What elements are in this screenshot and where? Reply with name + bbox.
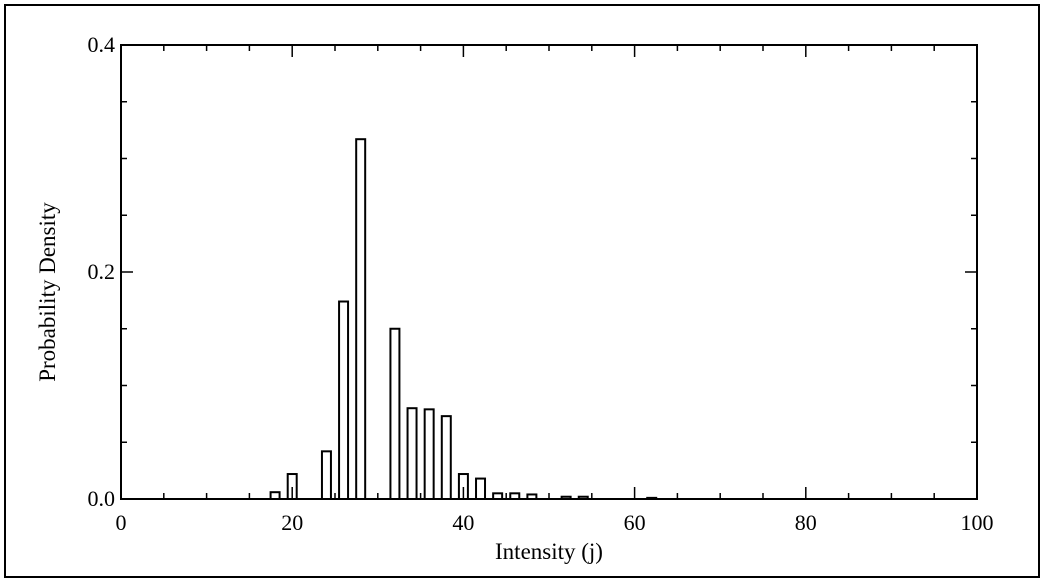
x-tick-label-60: 60 (624, 510, 646, 535)
x-tick-label-80: 80 (795, 510, 817, 535)
ticks-group (120, 44, 978, 500)
x-tick-label-40: 40 (452, 510, 474, 535)
y-tick-label-0: 0.0 (88, 486, 116, 511)
bars-group (269, 138, 658, 501)
plot-area (120, 44, 978, 500)
y-tick-label-0.4: 0.4 (88, 32, 116, 57)
x-axis-label: Intensity (j) (495, 539, 603, 564)
y-tick-label-0.2: 0.2 (88, 259, 116, 284)
bar-34 (406, 407, 418, 501)
x-tick-label-0: 0 (116, 510, 127, 535)
bar-24 (320, 450, 332, 500)
bar-36 (423, 408, 435, 500)
bar-38 (440, 415, 452, 501)
chart-frame (4, 4, 1040, 578)
x-tick-label-20: 20 (281, 510, 303, 535)
bar-32 (389, 327, 401, 500)
bar-42 (475, 477, 487, 501)
x-tick-label-100: 100 (961, 510, 994, 535)
bar-28 (355, 138, 367, 500)
y-axis-label: Probability Density (35, 202, 60, 382)
bar-26 (338, 300, 350, 501)
bar-18 (269, 491, 281, 501)
